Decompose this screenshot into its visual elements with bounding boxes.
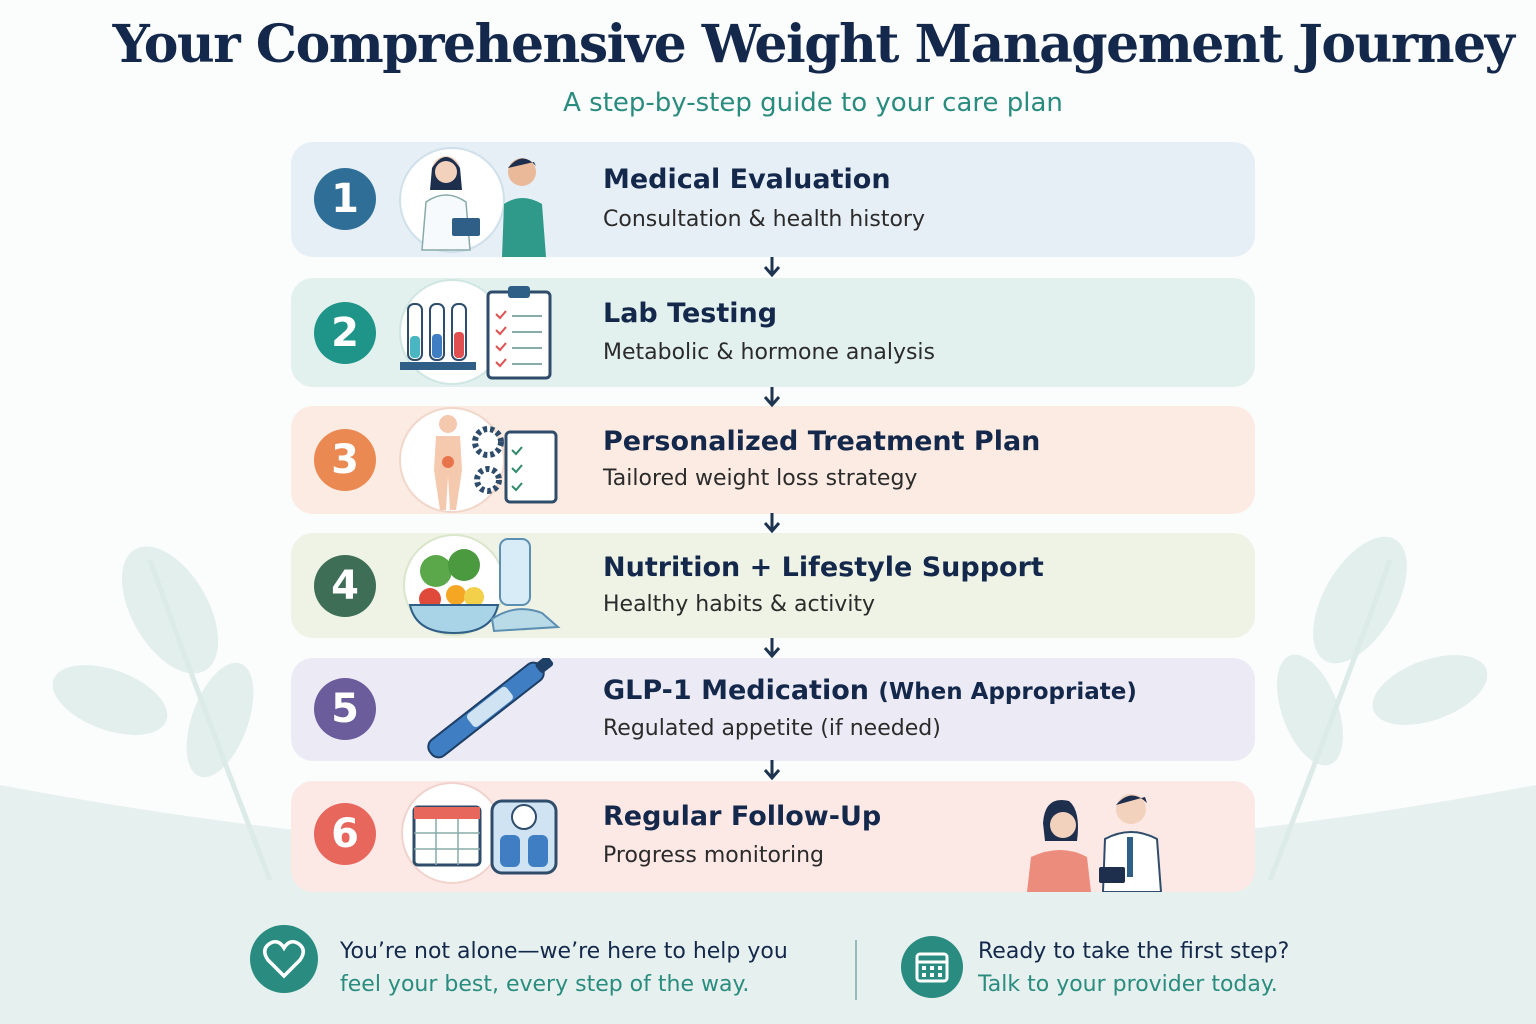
subtitle: A step-by-step guide to your care plan (563, 88, 1063, 118)
step-title: Regular Follow-Up (603, 801, 882, 832)
step-number: 4 (314, 555, 376, 617)
step-icon (401, 782, 558, 884)
step-icon (427, 658, 554, 759)
title: Your Comprehensive Weight Management Jou… (112, 14, 1515, 75)
step-card: 4 Nutrition + Lifestyle Support Healthy … (291, 533, 1255, 638)
step-description: Regulated appetite (if needed) (603, 716, 941, 741)
doctor-patient-illustration (1027, 794, 1163, 892)
calendar-icon (901, 936, 963, 998)
step-icon (399, 147, 546, 257)
step-number: 5 (314, 678, 376, 740)
step-icon (403, 534, 561, 636)
step-arrow (763, 257, 781, 278)
step-description: Tailored weight loss strategy (603, 466, 918, 491)
step-description: Progress monitoring (603, 843, 824, 868)
step-icon (399, 279, 552, 385)
step-icon (399, 407, 558, 513)
step-number: 2 (314, 302, 376, 364)
step-number: 3 (314, 429, 376, 491)
step-title: Medical Evaluation (603, 164, 891, 195)
step-arrow (763, 760, 781, 781)
step-title-note: (When Appropriate) (878, 679, 1137, 705)
step-card: 2 Lab Testing Metabolic & hormone analys… (291, 278, 1255, 387)
step-arrow (763, 638, 781, 659)
step-card: 6 Regular Follow-Up Progress monitoring (291, 781, 1255, 892)
heart-icon (250, 925, 318, 993)
step-card: 3 Personalized Treatment Plan Tailored w… (291, 406, 1255, 514)
step-number: 1 (314, 168, 376, 230)
step-title: Nutrition + Lifestyle Support (603, 552, 1044, 583)
footer-text: Talk to your provider today. (978, 972, 1278, 997)
footer-text: Ready to take the first step? (978, 939, 1290, 964)
step-number: 6 (314, 803, 376, 865)
divider (855, 940, 857, 1000)
step-arrow (763, 387, 781, 408)
step-arrow (763, 513, 781, 534)
step-title: Lab Testing (603, 298, 778, 329)
footer-text: You’re not alone—we’re here to help you (340, 939, 788, 964)
step-description: Metabolic & hormone analysis (603, 340, 936, 365)
step-title: GLP-1 Medication (603, 675, 869, 706)
footer-text: feel your best, every step of the way. (340, 972, 750, 997)
step-description: Healthy habits & activity (603, 592, 876, 617)
step-card: 1 Medical Evaluation Consultation & heal… (291, 142, 1255, 257)
step-description: Consultation & health history (603, 207, 925, 232)
step-title: Personalized Treatment Plan (603, 426, 1041, 457)
step-title-line: GLP-1 Medication (When Appropriate) (603, 675, 1137, 706)
step-card: 5 GLP-1 Medication (When Appropriate) Re… (291, 658, 1255, 761)
